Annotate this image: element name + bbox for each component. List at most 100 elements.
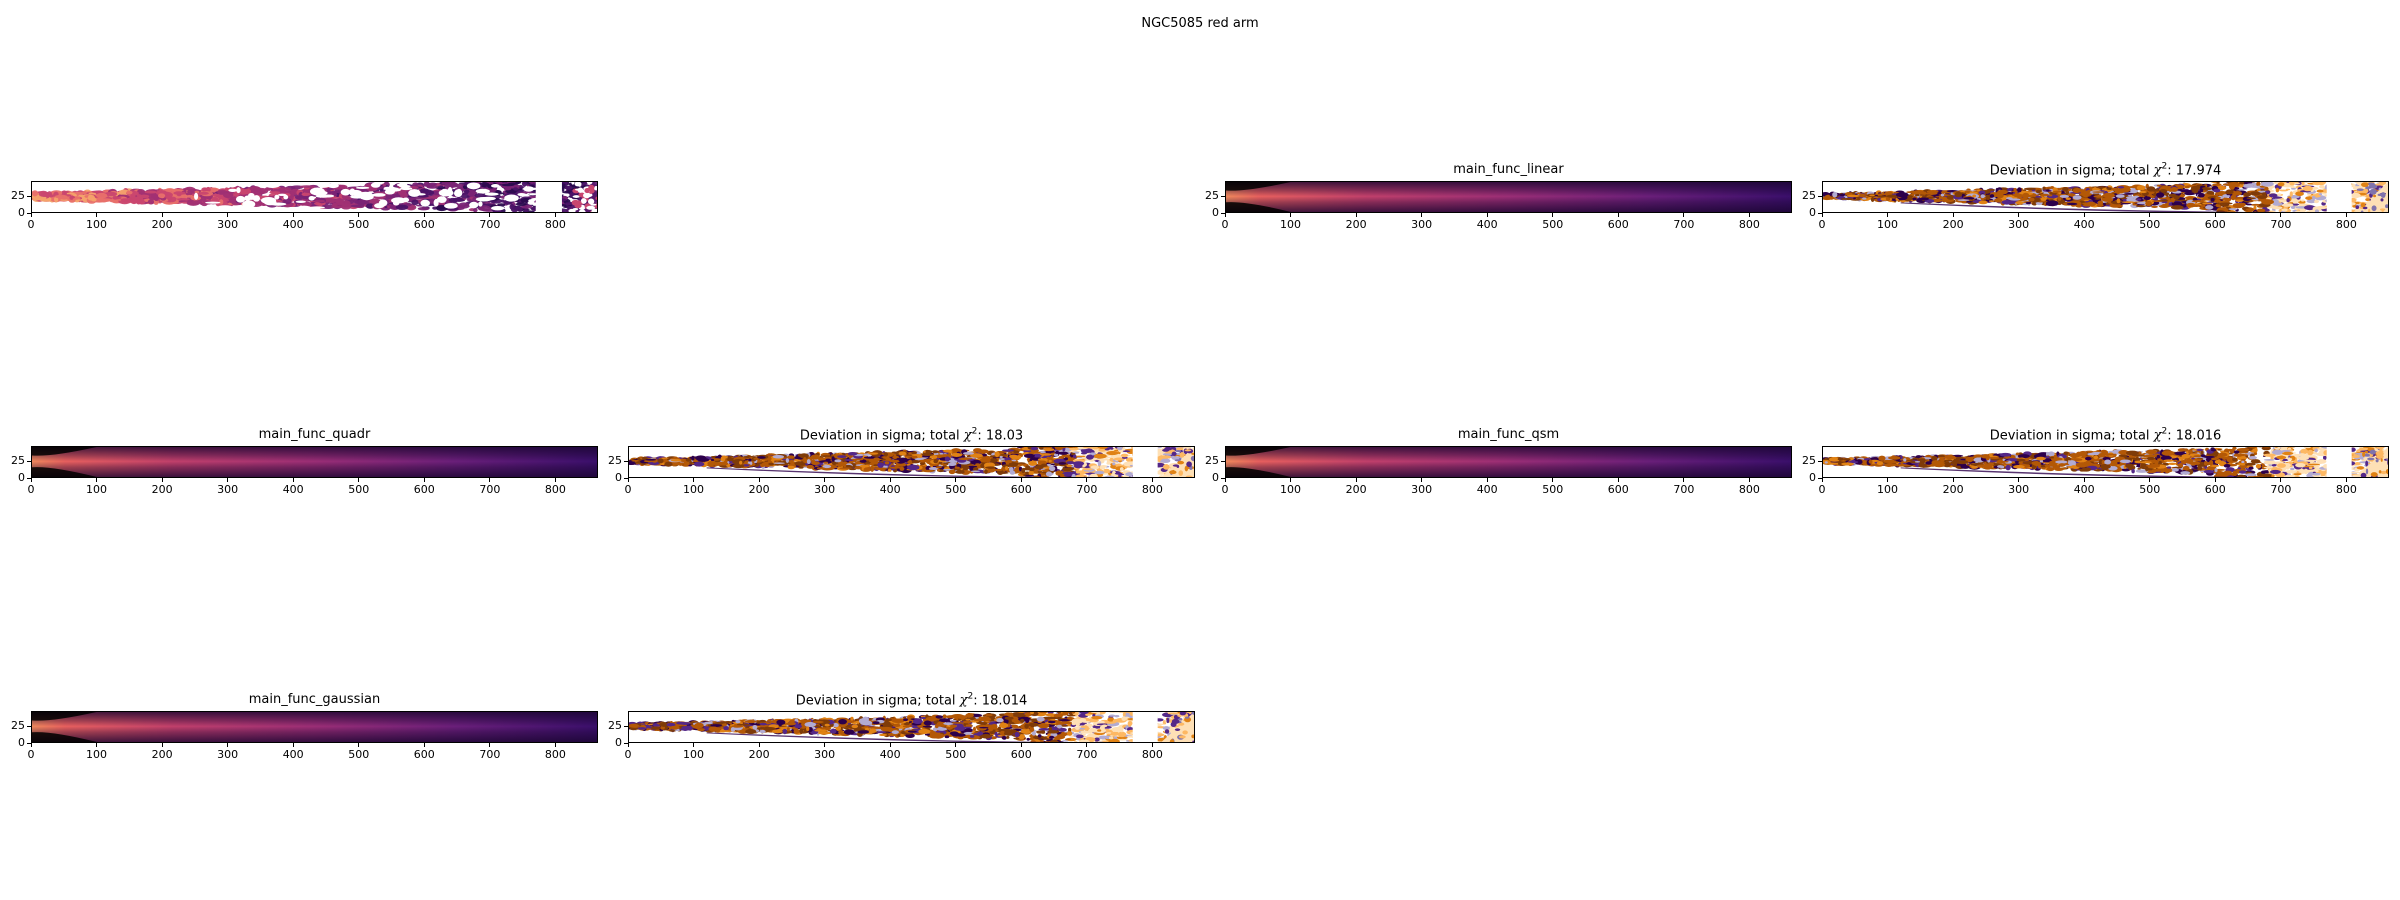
x-tick-mark bbox=[1552, 478, 1554, 482]
x-tick-mark bbox=[1421, 213, 1423, 217]
panel-title: main_func_gaussian bbox=[248, 692, 381, 707]
x-tick-mark bbox=[2149, 213, 2151, 217]
x-tick-label: 800 bbox=[2335, 218, 2357, 231]
x-tick-label: 600 bbox=[413, 483, 435, 496]
y-tick-label: 25 bbox=[1205, 189, 1219, 203]
x-tick-label: 0 bbox=[1221, 483, 1229, 496]
x-tick-mark bbox=[955, 478, 957, 482]
x-tick-label: 500 bbox=[348, 218, 370, 231]
x-tick-mark bbox=[758, 743, 760, 747]
x-tick-label: 100 bbox=[683, 483, 705, 496]
x-tick-mark bbox=[1486, 478, 1488, 482]
heatmap-image bbox=[1823, 182, 2388, 212]
y-tick-mark bbox=[1818, 477, 1822, 479]
x-tick-label: 300 bbox=[1411, 218, 1433, 231]
x-tick-label: 100 bbox=[86, 218, 108, 231]
x-tick-label: 700 bbox=[479, 483, 501, 496]
y-tick-mark bbox=[1221, 195, 1225, 197]
x-tick-mark bbox=[2280, 213, 2282, 217]
x-tick-label: 600 bbox=[2204, 218, 2226, 231]
x-tick-label: 700 bbox=[1076, 748, 1098, 761]
x-tick-mark bbox=[554, 478, 556, 482]
chi2-value: : 18.03 bbox=[977, 428, 1024, 444]
y-tick-mark bbox=[1818, 460, 1822, 462]
chi2-value: : 18.014 bbox=[973, 693, 1028, 709]
x-tick-label: 800 bbox=[1738, 218, 1760, 231]
x-tick-label: 500 bbox=[945, 748, 967, 761]
x-tick-label: 600 bbox=[1010, 748, 1032, 761]
x-tick-mark bbox=[1290, 478, 1292, 482]
panel-model-5: main_func_qsm 0 100 200 300 400 500 600 700 800 0 2… bbox=[1205, 427, 1792, 496]
x-tick-mark bbox=[1552, 213, 1554, 217]
panel-title: Deviation in sigma; total χ2: 18.03 bbox=[800, 427, 1023, 443]
y-tick-mark bbox=[624, 460, 628, 462]
x-tick-mark bbox=[1887, 213, 1889, 217]
x-tick-label: 0 bbox=[1818, 483, 1826, 496]
x-tick-label: 700 bbox=[2270, 218, 2292, 231]
y-tick-mark bbox=[27, 212, 31, 214]
x-tick-label: 400 bbox=[282, 218, 304, 231]
x-tick-label: 800 bbox=[1141, 483, 1163, 496]
y-tick-label: 0 bbox=[18, 206, 25, 219]
x-tick-mark bbox=[423, 213, 425, 217]
x-tick-mark bbox=[1617, 478, 1619, 482]
axes-frame bbox=[31, 181, 598, 213]
x-tick-label: 700 bbox=[479, 218, 501, 231]
y-tick-label: 25 bbox=[608, 454, 622, 468]
panel-residual-6: Deviation in sigma; total χ2: 18.016 0 100… bbox=[1802, 427, 2389, 496]
y-tick-label: 25 bbox=[1205, 454, 1219, 468]
x-tick-mark bbox=[1952, 478, 1954, 482]
x-tick-mark bbox=[955, 743, 957, 747]
x-tick-label: 300 bbox=[2008, 483, 2030, 496]
x-tick-label: 300 bbox=[2008, 218, 2030, 231]
y-tick-label: 0 bbox=[1212, 471, 1219, 484]
x-tick-label: 500 bbox=[348, 748, 370, 761]
x-tick-label: 600 bbox=[1607, 218, 1629, 231]
y-tick-label: 0 bbox=[18, 471, 25, 484]
panel-residual-8: Deviation in sigma; total χ2: 18.014 0 100… bbox=[608, 692, 1195, 761]
x-tick-label: 200 bbox=[1345, 483, 1367, 496]
x-tick-label: 400 bbox=[1476, 218, 1498, 231]
axes-frame bbox=[31, 711, 598, 743]
x-tick-mark bbox=[227, 478, 229, 482]
y-tick-mark bbox=[1818, 212, 1822, 214]
x-tick-mark bbox=[161, 213, 163, 217]
axes-frame bbox=[1225, 446, 1792, 478]
y-tick-label: 25 bbox=[11, 454, 25, 468]
x-tick-label: 100 bbox=[1877, 483, 1899, 496]
title-text: Deviation in sigma; total bbox=[795, 693, 960, 709]
x-tick-label: 800 bbox=[544, 483, 566, 496]
x-tick-mark bbox=[227, 743, 229, 747]
panel-title: main_func_linear bbox=[1453, 162, 1564, 177]
x-tick-mark bbox=[1748, 213, 1750, 217]
x-tick-label: 500 bbox=[2139, 218, 2161, 231]
x-tick-mark bbox=[1086, 478, 1088, 482]
x-tick-mark bbox=[627, 478, 629, 482]
x-tick-mark bbox=[489, 478, 491, 482]
x-tick-mark bbox=[292, 478, 294, 482]
x-tick-mark bbox=[358, 478, 360, 482]
x-tick-mark bbox=[2149, 478, 2151, 482]
x-tick-label: 0 bbox=[624, 483, 632, 496]
x-tick-label: 400 bbox=[879, 748, 901, 761]
x-tick-mark bbox=[2345, 478, 2347, 482]
x-tick-mark bbox=[1821, 478, 1823, 482]
x-tick-mark bbox=[2018, 478, 2020, 482]
x-tick-label: 100 bbox=[683, 748, 705, 761]
x-tick-mark bbox=[1683, 478, 1685, 482]
x-tick-label: 200 bbox=[748, 483, 770, 496]
chi-squared-symbol: χ2 bbox=[2153, 162, 2168, 179]
x-tick-label: 100 bbox=[86, 483, 108, 496]
panel-title: Deviation in sigma; total χ2: 18.016 bbox=[1990, 427, 2222, 443]
x-tick-label: 800 bbox=[1738, 483, 1760, 496]
x-tick-mark bbox=[292, 213, 294, 217]
x-tick-label: 600 bbox=[413, 218, 435, 231]
y-tick-mark bbox=[27, 460, 31, 462]
x-tick-mark bbox=[1290, 213, 1292, 217]
x-tick-mark bbox=[30, 213, 32, 217]
x-tick-label: 800 bbox=[2335, 483, 2357, 496]
x-tick-label: 400 bbox=[1476, 483, 1498, 496]
y-tick-label: 0 bbox=[615, 471, 622, 484]
x-tick-mark bbox=[824, 743, 826, 747]
